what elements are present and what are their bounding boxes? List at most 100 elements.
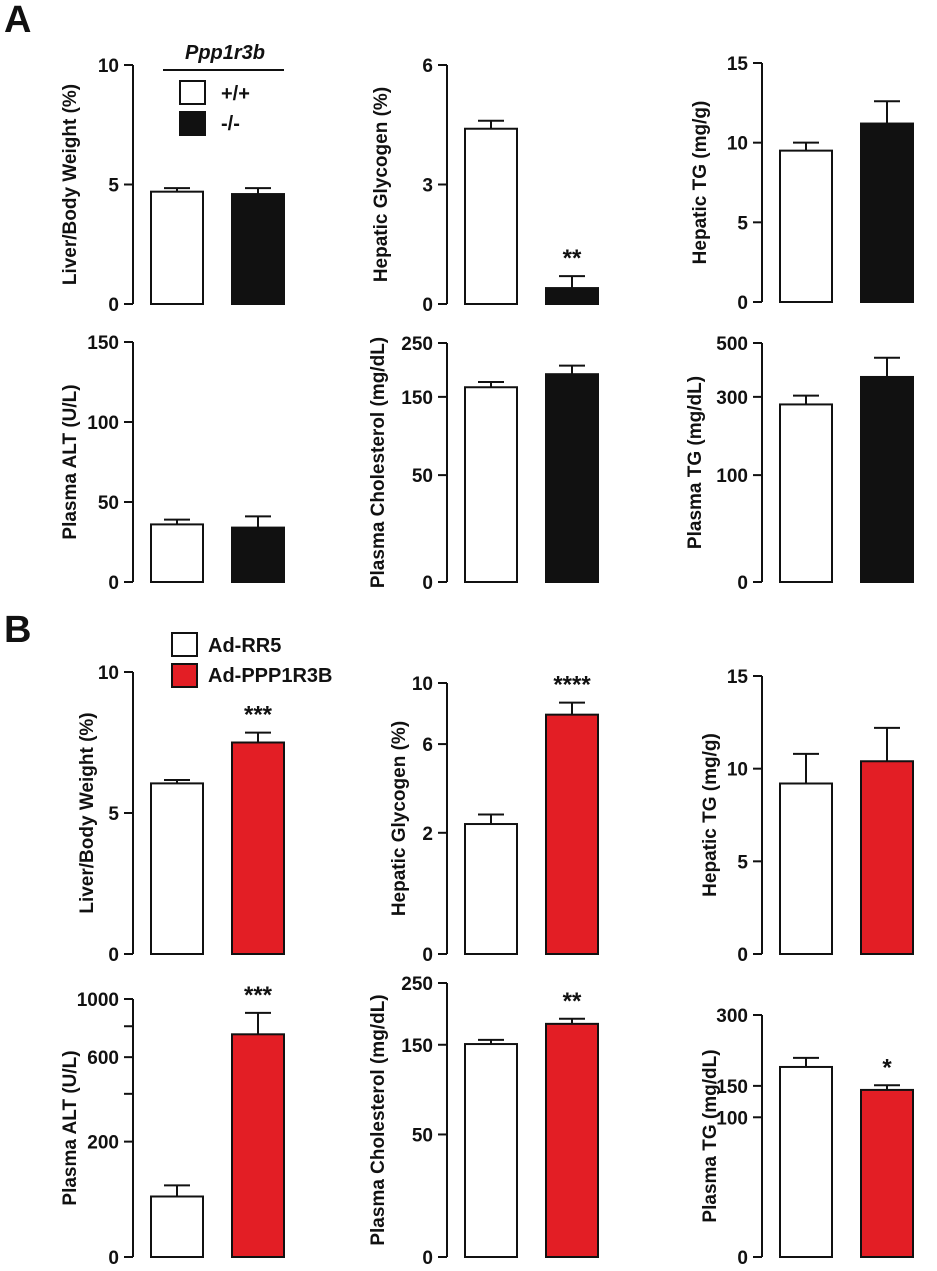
- chart-7: 0 5 10 Liver/Body Weight (%) ***: [77, 663, 285, 966]
- y-tick-label: 0: [108, 573, 119, 594]
- bar: [231, 741, 285, 955]
- y-tick-label: 50: [98, 493, 119, 514]
- y-axis-label: Liver/Body Weight (%): [77, 712, 98, 913]
- bar: [860, 1088, 914, 1258]
- chart-11: 0 50 150 250 Plasma Cholesterol (mg/dL) **: [368, 974, 599, 1269]
- bar: [464, 127, 518, 305]
- y-axis-label: Plasma ALT (U/L): [60, 1050, 81, 1205]
- y-tick-label: 10: [98, 663, 119, 684]
- y-tick-label: 100: [716, 466, 748, 487]
- bar: [464, 1043, 518, 1258]
- bar: [779, 149, 833, 303]
- y-tick-label: 50: [412, 466, 433, 487]
- y-tick-label: 6: [422, 735, 433, 756]
- bar: [231, 1033, 285, 1259]
- bar: [779, 403, 833, 583]
- bar: [545, 1022, 599, 1258]
- y-axis-label: Plasma Cholesterol (mg/dL): [368, 994, 389, 1245]
- y-tick-label: 50: [412, 1125, 433, 1146]
- legend-a: Ppp1r3b +/+ -/-: [163, 42, 284, 136]
- y-tick-label: 0: [737, 293, 748, 314]
- legend-b-swatch-control: [171, 632, 198, 657]
- y-tick-label: 3: [422, 176, 433, 197]
- bar: [860, 122, 914, 304]
- y-tick-label: 0: [737, 573, 748, 594]
- legend-b-label-control: Ad-RR5: [208, 635, 281, 657]
- y-tick-label: 150: [401, 1036, 433, 1057]
- y-tick-label: 0: [108, 945, 119, 966]
- panel-label-b: B: [4, 609, 31, 651]
- y-axis-label: Hepatic Glycogen (%): [371, 87, 392, 282]
- legend-b-label-overexpression: Ad-PPP1R3B: [208, 665, 332, 687]
- y-tick-label: 0: [422, 945, 433, 966]
- bar: [231, 193, 285, 305]
- y-tick-label: 0: [108, 295, 119, 316]
- chart-6: 0 100 300 500 Plasma TG (mg/dL): [685, 334, 914, 594]
- legend-a-swatch-wt: [179, 80, 206, 105]
- y-tick-label: 150: [87, 333, 119, 354]
- bar: [464, 823, 518, 955]
- bar: [779, 782, 833, 956]
- y-tick-label: 300: [716, 388, 748, 409]
- significance-label: ***: [244, 702, 273, 729]
- legend-b: Ad-RR5 Ad-PPP1R3B: [171, 632, 332, 688]
- y-tick-label: 5: [737, 213, 748, 234]
- y-tick-label: 0: [737, 1248, 748, 1269]
- y-axis-label: Plasma TG (mg/dL): [685, 376, 706, 549]
- bar: [150, 190, 204, 305]
- y-tick-label: 5: [108, 804, 119, 825]
- bar: [860, 760, 914, 956]
- y-tick-label: 0: [422, 573, 433, 594]
- chart-10: 0 200 600 1000 Plasma ALT (U/L) ***: [60, 982, 285, 1269]
- y-tick-label: 10: [412, 674, 433, 695]
- y-tick-label: 150: [716, 1077, 748, 1098]
- y-tick-label: 10: [727, 760, 748, 781]
- significance-label: ***: [244, 982, 273, 1009]
- y-tick-label: 10: [98, 56, 119, 77]
- y-tick-label: 100: [87, 413, 119, 434]
- chart-12: 0 100 150 300 Plasma TG (mg/dL) *: [700, 1006, 914, 1269]
- bar: [150, 782, 204, 956]
- y-tick-label: 0: [108, 1248, 119, 1269]
- y-axis-label: Plasma TG (mg/dL): [700, 1049, 721, 1222]
- y-axis-label: Hepatic Glycogen (%): [389, 721, 410, 916]
- y-tick-label: 10: [727, 134, 748, 155]
- y-axis-label: Hepatic TG (mg/g): [700, 733, 721, 897]
- legend-a-label-ko: -/-: [221, 113, 240, 135]
- bar: [150, 523, 204, 584]
- chart-9: 0 5 10 15 Hepatic TG (mg/g): [700, 667, 914, 966]
- y-tick-label: 5: [737, 852, 748, 873]
- chart-2: 0 3 6 Hepatic Glycogen (%) **: [371, 56, 599, 316]
- y-tick-label: 0: [422, 295, 433, 316]
- chart-4: 0 50 100 150 Plasma ALT (U/L): [60, 333, 285, 594]
- significance-label: **: [563, 245, 582, 272]
- significance-label: ****: [553, 672, 591, 699]
- legend-b-swatch-overexpression: [171, 663, 198, 688]
- bar: [545, 373, 599, 583]
- chart-8: 0 2 6 10 Hepatic Glycogen (%) ****: [389, 672, 599, 966]
- legend-a-label-wt: +/+: [221, 83, 250, 105]
- bar: [860, 375, 914, 583]
- y-tick-label: 200: [87, 1133, 119, 1154]
- y-axis-label: Plasma Cholesterol (mg/dL): [368, 337, 389, 588]
- y-tick-label: 0: [422, 1248, 433, 1269]
- y-tick-label: 15: [727, 667, 749, 688]
- panel-label-a: A: [4, 0, 31, 41]
- charts-area: 0 5 10 Liver/Body Weight (%) 0 3 6 Hepatic Glyc…: [60, 54, 914, 1269]
- legend-a-swatch-ko: [179, 111, 206, 136]
- y-tick-label: 150: [401, 388, 433, 409]
- bar: [545, 713, 599, 956]
- y-tick-label: 300: [716, 1006, 748, 1027]
- y-tick-label: 1000: [77, 990, 119, 1011]
- y-tick-label: 5: [108, 176, 119, 197]
- y-tick-label: 250: [401, 334, 433, 355]
- significance-label: **: [563, 988, 582, 1015]
- y-tick-label: 15: [727, 54, 749, 75]
- bar: [150, 1195, 204, 1259]
- y-axis-label: Liver/Body Weight (%): [60, 84, 81, 285]
- y-tick-label: 6: [422, 56, 433, 77]
- chart-3: 0 5 10 15 Hepatic TG (mg/g): [690, 54, 914, 314]
- bar: [779, 1065, 833, 1258]
- y-tick-label: 0: [737, 945, 748, 966]
